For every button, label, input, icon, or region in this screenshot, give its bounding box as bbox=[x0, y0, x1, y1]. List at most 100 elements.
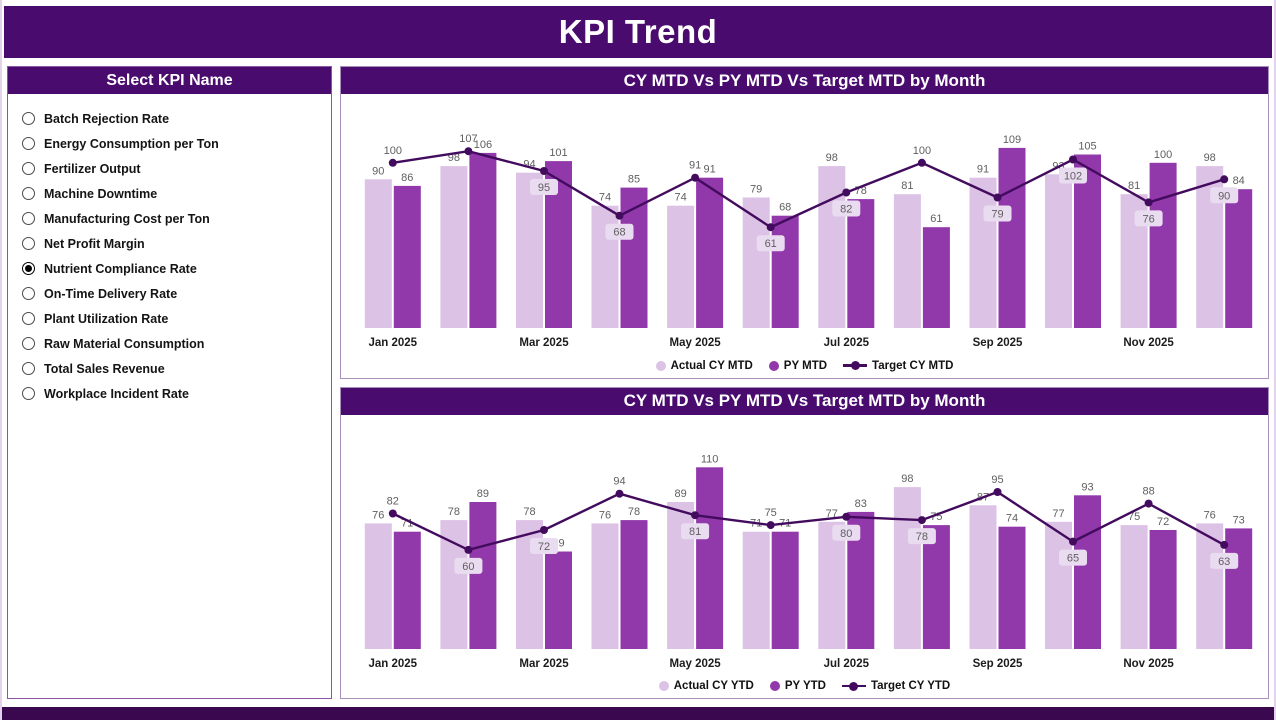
svg-text:May 2025: May 2025 bbox=[670, 658, 722, 670]
svg-text:74: 74 bbox=[599, 192, 611, 204]
svg-text:68: 68 bbox=[779, 202, 791, 214]
kpi-radio-option[interactable]: Fertilizer Output bbox=[22, 156, 325, 181]
ytd-bar-line-chart[interactable]: 76 71 Jan 2025 78 89 78 59 Mar 2025 76 78 89 110 May… bbox=[341, 415, 1268, 675]
kpi-option-label: Raw Material Consumption bbox=[44, 336, 205, 351]
kpi-option-label: Net Profit Margin bbox=[44, 236, 145, 251]
radio-icon[interactable] bbox=[22, 237, 35, 250]
svg-text:Nov 2025: Nov 2025 bbox=[1123, 337, 1174, 349]
kpi-radio-option[interactable]: Net Profit Margin bbox=[22, 231, 325, 256]
kpi-option-label: Batch Rejection Rate bbox=[44, 111, 170, 126]
svg-text:81: 81 bbox=[689, 526, 701, 538]
svg-text:100: 100 bbox=[913, 145, 931, 157]
kpi-radio-option[interactable]: Nutrient Compliance Rate bbox=[22, 256, 325, 281]
svg-text:May 2025: May 2025 bbox=[670, 337, 722, 349]
svg-text:94: 94 bbox=[613, 475, 625, 487]
svg-text:61: 61 bbox=[930, 213, 942, 225]
mtd-bar-line-chart[interactable]: 90 86 Jan 2025 98 106 94 101 Mar 2025 74 85 74 91 Ma… bbox=[341, 94, 1268, 354]
svg-text:Sep 2025: Sep 2025 bbox=[973, 337, 1023, 349]
legend-item[interactable]: Actual CY MTD bbox=[655, 360, 753, 372]
svg-text:88: 88 bbox=[1142, 485, 1154, 497]
radio-icon[interactable] bbox=[22, 362, 35, 375]
radio-icon[interactable] bbox=[22, 337, 35, 350]
kpi-radio-option[interactable]: Batch Rejection Rate bbox=[22, 106, 325, 131]
kpi-radio-option[interactable]: Raw Material Consumption bbox=[22, 331, 325, 356]
legend-label: PY MTD bbox=[783, 359, 828, 372]
svg-text:73: 73 bbox=[1233, 514, 1245, 526]
radio-icon[interactable] bbox=[22, 287, 35, 300]
kpi-radio-option[interactable]: Plant Utilization Rate bbox=[22, 306, 325, 331]
svg-text:84: 84 bbox=[1233, 175, 1245, 187]
svg-text:109: 109 bbox=[1003, 134, 1021, 146]
radio-icon[interactable] bbox=[22, 212, 35, 225]
legend-item[interactable]: Target CY YTD bbox=[841, 680, 950, 692]
svg-text:74: 74 bbox=[674, 192, 686, 204]
svg-text:78: 78 bbox=[628, 506, 640, 518]
svg-text:Sep 2025: Sep 2025 bbox=[973, 658, 1023, 670]
kpi-option-label: Workplace Incident Rate bbox=[44, 386, 189, 401]
legend-label: PY YTD bbox=[784, 680, 826, 692]
svg-text:95: 95 bbox=[538, 182, 550, 194]
mtd-chart-legend: Actual CY MTD PY MTD Target CY MTD bbox=[341, 354, 1268, 378]
svg-text:Jan 2025: Jan 2025 bbox=[368, 337, 417, 349]
svg-text:Jul 2025: Jul 2025 bbox=[824, 337, 870, 349]
kpi-radio-option[interactable]: Workplace Incident Rate bbox=[22, 381, 325, 406]
kpi-radio-option[interactable]: Total Sales Revenue bbox=[22, 356, 325, 381]
svg-text:91: 91 bbox=[977, 164, 989, 176]
kpi-radio-option[interactable]: Energy Consumption per Ton bbox=[22, 131, 325, 156]
svg-text:85: 85 bbox=[628, 174, 640, 186]
svg-text:Jul 2025: Jul 2025 bbox=[824, 658, 870, 670]
svg-text:61: 61 bbox=[765, 238, 777, 250]
radio-icon[interactable] bbox=[22, 387, 35, 400]
kpi-radio-option[interactable]: Machine Downtime bbox=[22, 181, 325, 206]
svg-text:79: 79 bbox=[991, 209, 1003, 221]
radio-icon[interactable] bbox=[22, 162, 35, 175]
report-header: KPI Trend bbox=[4, 6, 1272, 58]
radio-icon[interactable] bbox=[22, 112, 35, 125]
radio-icon[interactable] bbox=[22, 312, 35, 325]
svg-text:Mar 2025: Mar 2025 bbox=[519, 337, 569, 349]
svg-text:77: 77 bbox=[826, 507, 838, 519]
svg-text:79: 79 bbox=[750, 184, 762, 196]
kpi-radio-option[interactable]: Manufacturing Cost per Ton bbox=[22, 206, 325, 231]
svg-text:78: 78 bbox=[523, 506, 535, 518]
legend-item[interactable]: Actual CY YTD bbox=[658, 680, 754, 692]
legend-item[interactable]: Target CY MTD bbox=[843, 360, 953, 372]
radio-icon[interactable] bbox=[22, 137, 35, 150]
svg-text:91: 91 bbox=[703, 164, 715, 176]
svg-text:89: 89 bbox=[477, 488, 489, 500]
legend-item[interactable]: PY MTD bbox=[768, 359, 828, 372]
mtd-chart-title: CY MTD Vs PY MTD Vs Target MTD by Month bbox=[341, 67, 1268, 94]
slicer-title: Select KPI Name bbox=[8, 67, 331, 94]
svg-text:86: 86 bbox=[401, 172, 413, 184]
ytd-chart-title: CY MTD Vs PY MTD Vs Target MTD by Month bbox=[341, 387, 1268, 415]
svg-text:72: 72 bbox=[538, 541, 550, 553]
legend-dot-marker-icon bbox=[658, 681, 669, 691]
kpi-radio-list: Batch Rejection Rate Energy Consumption p… bbox=[8, 94, 331, 406]
svg-text:107: 107 bbox=[459, 133, 477, 145]
kpi-option-label: On-Time Delivery Rate bbox=[44, 286, 178, 301]
svg-text:110: 110 bbox=[701, 453, 719, 465]
legend-dot-marker-icon bbox=[769, 681, 780, 691]
svg-text:95: 95 bbox=[991, 474, 1003, 486]
svg-text:80: 80 bbox=[840, 527, 852, 539]
legend-dot-marker-icon bbox=[655, 360, 666, 371]
svg-text:106: 106 bbox=[474, 139, 492, 151]
svg-text:89: 89 bbox=[674, 488, 686, 500]
radio-icon[interactable] bbox=[22, 187, 35, 200]
radio-selected-icon[interactable] bbox=[22, 262, 35, 275]
legend-line-marker-icon bbox=[843, 361, 868, 371]
svg-text:77: 77 bbox=[1052, 507, 1064, 519]
svg-text:91: 91 bbox=[689, 160, 701, 172]
kpi-option-label: Manufacturing Cost per Ton bbox=[44, 211, 210, 226]
legend-label: Actual CY YTD bbox=[673, 680, 754, 692]
legend-item[interactable]: PY YTD bbox=[769, 680, 826, 692]
kpi-option-label: Machine Downtime bbox=[44, 186, 158, 201]
kpi-radio-option[interactable]: On-Time Delivery Rate bbox=[22, 281, 325, 306]
svg-text:72: 72 bbox=[1157, 516, 1169, 528]
svg-text:76: 76 bbox=[1204, 509, 1216, 521]
svg-text:Nov 2025: Nov 2025 bbox=[1123, 658, 1174, 670]
svg-text:78: 78 bbox=[448, 506, 460, 518]
kpi-slicer-panel: Select KPI Name Batch Rejection Rate Ener… bbox=[7, 66, 332, 699]
